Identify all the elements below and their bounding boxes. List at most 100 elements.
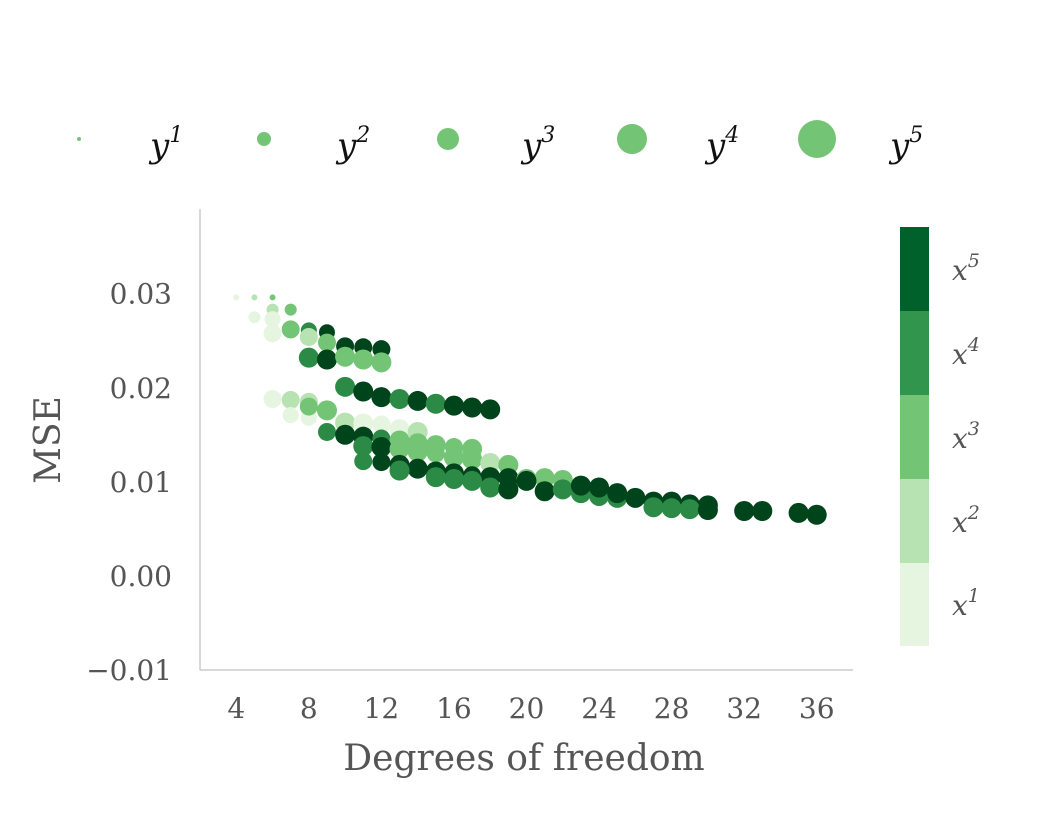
scatter-point bbox=[462, 449, 483, 470]
scatter-point bbox=[251, 294, 258, 301]
scatter-point bbox=[233, 294, 240, 301]
scatter-point bbox=[607, 483, 628, 504]
scatter-point bbox=[335, 424, 356, 445]
scatter-point bbox=[264, 311, 281, 328]
scatter-point bbox=[372, 415, 391, 434]
colorbar-label-3: x3 bbox=[952, 418, 980, 455]
scatter-point bbox=[480, 399, 501, 420]
x-axis-title: Degrees of freedom bbox=[343, 738, 704, 779]
scatter-point bbox=[734, 501, 755, 522]
y-tick-label: 0.02 bbox=[110, 372, 172, 405]
scatter-point bbox=[317, 333, 336, 352]
scatter-point bbox=[516, 470, 537, 491]
scatter-point bbox=[371, 437, 392, 458]
scatter-point bbox=[752, 501, 773, 522]
scatter-point bbox=[263, 390, 282, 409]
colorbar-band-2 bbox=[900, 479, 929, 563]
scatter-point bbox=[480, 477, 501, 498]
x-tick-label: 20 bbox=[509, 692, 545, 725]
size-legend-label-2: y2 bbox=[335, 123, 370, 166]
size-legend-marker-5 bbox=[798, 120, 836, 158]
scatter-point bbox=[353, 436, 374, 457]
scatter-point bbox=[389, 438, 410, 459]
size-legend-label-4: y4 bbox=[704, 123, 739, 166]
scatter-point bbox=[281, 320, 300, 339]
x-tick-label: 28 bbox=[654, 692, 690, 725]
size-legend-label-3: y3 bbox=[520, 123, 555, 166]
scatter-point bbox=[570, 475, 591, 496]
scatter-point bbox=[661, 498, 682, 519]
scatter-point bbox=[371, 387, 392, 408]
scatter-point bbox=[407, 441, 428, 462]
size-legend: y1 y2 y3 y4 y5 bbox=[77, 120, 923, 166]
colorbar-band-5 bbox=[900, 227, 929, 311]
size-legend-marker-4 bbox=[617, 124, 647, 154]
scatter-point bbox=[284, 303, 297, 316]
scatter-point bbox=[353, 349, 374, 370]
colorbar-band-3 bbox=[900, 395, 929, 479]
colorbar-label-4: x4 bbox=[952, 334, 980, 371]
scatter-point bbox=[534, 481, 555, 502]
scatter-point bbox=[372, 453, 391, 472]
scatter-point bbox=[443, 447, 464, 468]
scatter-points bbox=[233, 294, 827, 525]
y-tick-label: 0.00 bbox=[110, 560, 172, 593]
scatter-point bbox=[371, 352, 392, 373]
colorbar-label-5: x5 bbox=[952, 250, 980, 287]
scatter-point bbox=[353, 381, 374, 402]
scatter-point bbox=[425, 393, 446, 414]
x-tick-label: 16 bbox=[436, 692, 472, 725]
scatter-point bbox=[389, 460, 410, 481]
x-ticks: 4 8 12 16 20 24 28 32 36 bbox=[227, 692, 834, 725]
scatter-point bbox=[625, 487, 646, 508]
y-axis-title: MSE bbox=[28, 396, 69, 484]
colorbar-label-1: x1 bbox=[952, 585, 980, 622]
scatter-point bbox=[498, 479, 519, 500]
scatter-point bbox=[806, 504, 827, 525]
y-tick-label: −0.01 bbox=[86, 654, 172, 687]
scatter-point bbox=[269, 294, 276, 301]
scatter-point bbox=[316, 400, 337, 421]
scatter-point bbox=[263, 324, 282, 343]
x-tick-label: 36 bbox=[799, 692, 835, 725]
colorbar-band-1 bbox=[900, 563, 929, 646]
axes bbox=[199, 209, 853, 671]
scatter-point bbox=[697, 500, 718, 521]
x-tick-label: 24 bbox=[581, 692, 617, 725]
scatter-point bbox=[426, 444, 445, 463]
x-tick-label: 12 bbox=[364, 692, 400, 725]
size-legend-marker-3 bbox=[437, 128, 459, 150]
x-tick-label: 8 bbox=[300, 692, 318, 725]
scatter-point bbox=[299, 327, 318, 346]
colorbar: x5 x4 x3 x2 x1 bbox=[900, 227, 980, 646]
scatter-point bbox=[298, 347, 319, 368]
scatter-point bbox=[335, 376, 356, 397]
size-legend-label-5: y5 bbox=[888, 123, 923, 166]
scatter-point bbox=[281, 390, 300, 409]
size-legend-label-1: y1 bbox=[148, 123, 183, 166]
scatter-point bbox=[643, 497, 664, 518]
scatter-point bbox=[462, 470, 483, 491]
scatter-point bbox=[282, 407, 299, 424]
scatter-point bbox=[248, 311, 261, 324]
scatter-point bbox=[425, 467, 446, 488]
scatter-point bbox=[299, 397, 318, 416]
scatter-point bbox=[316, 349, 337, 370]
scatter-point bbox=[480, 453, 501, 474]
size-legend-marker-1 bbox=[77, 137, 81, 141]
y-tick-label: 0.01 bbox=[110, 466, 172, 499]
colorbar-band-4 bbox=[900, 311, 929, 395]
scatter-point bbox=[335, 346, 356, 367]
scatter-point bbox=[407, 458, 428, 479]
scatter-point bbox=[317, 422, 336, 441]
y-ticks: −0.01 0.00 0.01 0.02 0.03 bbox=[86, 278, 172, 687]
x-tick-label: 4 bbox=[227, 692, 245, 725]
scatter-point bbox=[354, 452, 373, 471]
scatter-point bbox=[679, 499, 700, 520]
size-legend-marker-2 bbox=[257, 132, 271, 146]
scatter-point bbox=[407, 390, 428, 411]
scatter-point bbox=[589, 477, 610, 498]
scatter-point bbox=[462, 397, 483, 418]
scatter-point bbox=[443, 395, 464, 416]
